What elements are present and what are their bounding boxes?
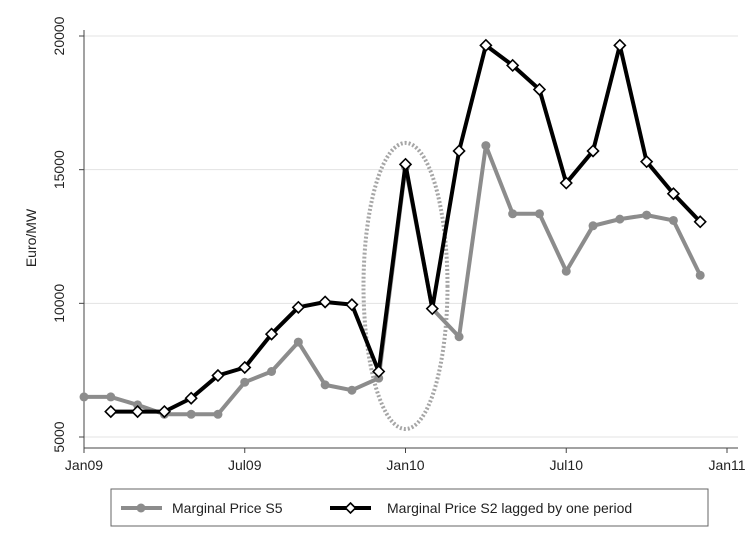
data-point-marginal-price-s2-lagged-by-one-period-2010-05 <box>506 58 520 73</box>
data-point-marginal-price-s2-lagged-by-one-period-2010-03 <box>452 144 466 158</box>
data-point-marginal-price-s5-2009-06 <box>213 409 223 419</box>
data-point-marginal-price-s2-lagged-by-one-period-2009-06 <box>211 368 225 383</box>
data-point-marginal-price-s2-lagged-by-one-period-2010-08 <box>586 144 600 158</box>
data-point-marginal-price-s2-lagged-by-one-period-2010-09 <box>613 38 627 52</box>
data-point-marginal-price-s5-2009-02 <box>106 392 116 402</box>
data-point-marginal-price-s5-2010-07 <box>561 266 571 276</box>
data-point-marginal-price-s2-lagged-by-one-period-2010-04 <box>479 38 493 52</box>
data-point-marginal-price-s2-lagged-by-one-period-2010-10 <box>639 155 654 169</box>
data-point-marginal-price-s2-lagged-by-one-period-2010-06 <box>532 82 547 97</box>
x-tick-label-jan09: Jan09 <box>65 457 103 473</box>
data-point-marginal-price-s5-2009-01 <box>79 392 89 402</box>
data-point-marginal-price-s5-2010-08 <box>588 221 598 231</box>
x-tick-label-jan11: Jan11 <box>708 457 745 473</box>
data-point-marginal-price-s5-2009-10 <box>320 380 330 390</box>
series-layer <box>79 38 707 419</box>
y-tick-label-10000: 10000 <box>51 284 67 323</box>
data-point-marginal-price-s2-lagged-by-one-period-2009-04 <box>157 404 172 419</box>
data-point-marginal-price-s2-lagged-by-one-period-2009-12 <box>372 364 386 379</box>
data-point-marginal-price-s5-2009-07 <box>240 377 250 387</box>
data-point-marginal-price-s5-2009-09 <box>293 337 303 347</box>
data-point-marginal-price-s2-lagged-by-one-period-2009-11 <box>345 298 359 312</box>
data-point-marginal-price-s2-lagged-by-one-period-2010-02 <box>425 302 439 316</box>
data-point-marginal-price-s2-lagged-by-one-period-2009-05 <box>184 391 198 405</box>
data-point-marginal-price-s2-lagged-by-one-period-2009-10 <box>318 295 332 309</box>
data-point-marginal-price-s5-2010-04 <box>481 141 491 151</box>
y-tick-label-20000: 20000 <box>51 16 67 55</box>
legend-key-marginal-price-s2-lagged <box>330 501 371 515</box>
legend-label-marginal-price-s2-lagged: Marginal Price S2 lagged by one period <box>387 500 632 516</box>
data-point-marginal-price-s2-lagged-by-one-period-2009-03 <box>130 404 145 419</box>
data-point-marginal-price-s2-lagged-by-one-period-2010-07 <box>559 176 573 190</box>
data-point-marginal-price-s2-lagged-by-one-period-2010-01 <box>398 157 413 171</box>
x-tick-label-jan10: Jan10 <box>386 457 424 473</box>
data-point-marginal-price-s2-lagged-by-one-period-2009-07 <box>238 360 252 375</box>
data-point-marginal-price-s5-2009-12 <box>374 373 384 383</box>
y-axis-ticks: 5000 10000 15000 20000 <box>51 16 84 453</box>
x-tick-label-jul09: Jul09 <box>228 457 262 473</box>
y-tick-label-15000: 15000 <box>51 150 67 189</box>
data-point-marginal-price-s5-2010-05 <box>508 209 518 219</box>
data-point-marginal-price-s5-2009-05 <box>186 409 196 419</box>
legend: Marginal Price S5 Marginal Price S2 lagg… <box>110 488 709 527</box>
data-point-marginal-price-s5-2009-11 <box>347 385 357 395</box>
data-point-marginal-price-s5-2010-06 <box>534 209 544 219</box>
data-point-marginal-price-s5-2009-03 <box>133 400 143 410</box>
data-point-marginal-price-s2-lagged-by-one-period-2010-11 <box>666 187 681 201</box>
data-point-marginal-price-s5-2010-10 <box>642 210 652 220</box>
highlight-annotation <box>361 140 450 431</box>
data-point-marginal-price-s5-2009-08 <box>267 367 277 377</box>
x-tick-label-jul10: Jul10 <box>550 457 584 473</box>
series-marginal-price-s2-lagged-by-one-period <box>104 38 707 419</box>
data-point-marginal-price-s5-2010-11 <box>668 215 678 225</box>
annotation-ellipse <box>361 140 450 431</box>
y-axis-title: Euro/MW <box>23 208 39 267</box>
data-point-marginal-price-s2-lagged-by-one-period-2009-09 <box>291 300 305 314</box>
data-point-marginal-price-s5-2010-12 <box>695 270 705 280</box>
data-point-marginal-price-s2-lagged-by-one-period-2009-08 <box>264 327 279 341</box>
gridlines <box>84 35 738 438</box>
data-point-marginal-price-s2-lagged-by-one-period-2010-12 <box>693 215 707 229</box>
legend-box <box>110 488 709 527</box>
x-axis-ticks: Jan09 Jul09 Jan10 Jul10 Jan11 <box>65 448 746 473</box>
legend-label-marginal-price-s5: Marginal Price S5 <box>172 500 283 516</box>
data-point-marginal-price-s2-lagged-by-one-period-2009-02 <box>104 404 118 419</box>
data-point-marginal-price-s5-2010-09 <box>615 214 625 224</box>
y-tick-label-5000: 5000 <box>51 421 67 452</box>
legend-key-marginal-price-s5 <box>121 503 162 513</box>
data-point-marginal-price-s5-2010-03 <box>454 332 464 342</box>
